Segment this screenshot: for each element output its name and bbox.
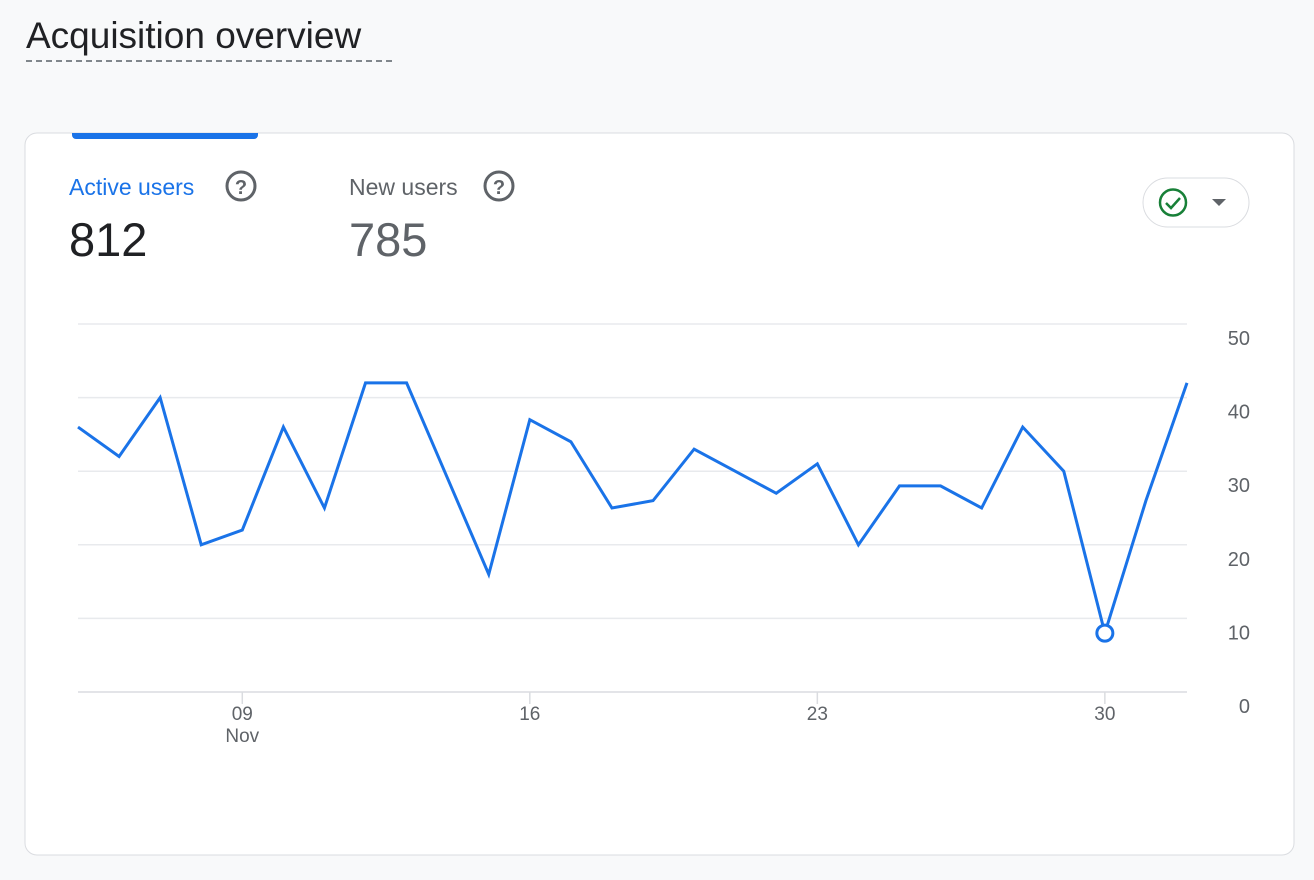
tab-indicator (72, 133, 258, 139)
metric-label: Active users (69, 174, 194, 200)
hover-point (1095, 623, 1115, 643)
x-tick-label: 23 (807, 704, 828, 725)
x-tick-label: 09 (232, 704, 253, 725)
help-icon-glyph: ? (493, 177, 505, 199)
metric-value: 812 (69, 213, 147, 266)
y-tick-label: 40 (1228, 402, 1250, 424)
caret (1212, 199, 1226, 206)
y-tick-label: 10 (1228, 622, 1250, 644)
help-icon[interactable] (225, 170, 257, 202)
data-line (77, 381, 1189, 639)
x-tick-sublabel: Nov (225, 726, 259, 747)
y-tick-label: 20 (1228, 549, 1250, 571)
metric-tab[interactable]: Active users ? 812 (69, 170, 257, 266)
page-title: Acquisition overview (26, 15, 361, 56)
help-icon[interactable] (483, 170, 515, 202)
x-tick-label: 16 (519, 704, 540, 725)
help-icon-glyph: ? (235, 177, 247, 199)
metric-value: 785 (349, 213, 427, 266)
check-mark (1165, 197, 1181, 210)
status-button[interactable] (1142, 177, 1250, 228)
check-icon (1158, 188, 1188, 217)
y-tick-label: 50 (1228, 328, 1250, 350)
metric-tab[interactable]: New users ? 785 (349, 170, 515, 266)
y-tick-label: 0 (1239, 696, 1250, 718)
metric-label: New users (349, 174, 458, 200)
y-tick-label: 30 (1228, 475, 1250, 497)
x-tick-label: 30 (1094, 704, 1115, 725)
